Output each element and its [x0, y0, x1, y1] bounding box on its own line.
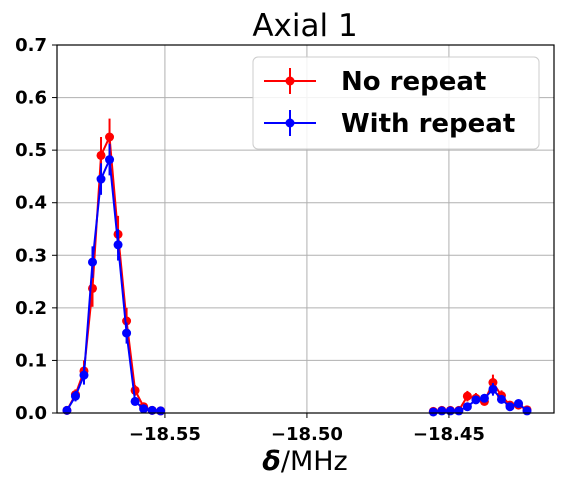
legend-marker-with-repeat: [285, 118, 295, 128]
legend-marker-no-repeat: [285, 76, 295, 86]
legend-label-no-repeat: No repeat: [341, 67, 486, 97]
data-point-with-repeat: [122, 328, 132, 338]
data-point-with-repeat: [437, 406, 447, 416]
data-point-with-repeat: [70, 391, 80, 401]
data-point-with-repeat: [79, 370, 89, 380]
data-point-with-repeat: [445, 406, 455, 416]
data-point-with-repeat: [471, 395, 481, 405]
x-tick-label: −18.45: [413, 424, 485, 445]
data-point-with-repeat: [479, 393, 489, 403]
x-axis-unit: /MHz: [281, 446, 348, 477]
y-tick-label: 0.4: [15, 193, 47, 214]
data-point-with-repeat: [105, 155, 115, 165]
data-point-no-repeat: [96, 150, 106, 160]
x-axis-label: δ/MHz: [262, 446, 347, 477]
x-axis-symbol: δ: [262, 446, 281, 477]
data-point-with-repeat: [462, 402, 472, 412]
data-point-with-repeat: [522, 406, 532, 416]
legend-label-with-repeat: With repeat: [341, 109, 515, 139]
chart-title: Axial 1: [252, 8, 357, 44]
y-tick-label: 0.3: [15, 245, 47, 266]
data-point-with-repeat: [130, 396, 140, 406]
x-ticks: −18.55 −18.50 −18.45: [129, 413, 485, 445]
y-tick-label: 0.2: [15, 298, 47, 319]
data-point-with-repeat: [454, 406, 464, 416]
data-point-with-repeat: [113, 240, 123, 250]
legend: No repeat With repeat: [252, 56, 540, 150]
data-point-with-repeat: [505, 402, 515, 412]
y-tick-label: 0.0: [15, 403, 47, 424]
data-point-no-repeat: [488, 378, 498, 388]
y-tick-label: 0.1: [15, 350, 47, 371]
data-point-with-repeat: [96, 174, 106, 184]
y-tick-label: 0.7: [15, 35, 47, 56]
data-point-with-repeat: [428, 407, 438, 417]
data-point-with-repeat: [88, 257, 97, 267]
plot-frame: [56, 44, 555, 414]
data-point-with-repeat: [488, 384, 498, 394]
data-point-no-repeat: [105, 132, 115, 142]
data-point-with-repeat: [139, 404, 149, 414]
data-point-with-repeat: [514, 399, 523, 409]
data-point-with-repeat: [496, 394, 506, 404]
legend-box: [252, 56, 540, 150]
data-layer: [62, 118, 532, 417]
x-tick-label: −18.55: [129, 424, 201, 445]
y-tick-label: 0.6: [15, 88, 47, 109]
x-tick-label: −18.50: [271, 424, 343, 445]
y-tick-label: 0.5: [15, 140, 47, 161]
data-point-no-repeat: [462, 391, 472, 401]
data-point-with-repeat: [156, 406, 166, 416]
y-ticks: 0.0 0.1 0.2 0.3 0.4 0.5 0.6 0.7: [15, 35, 57, 424]
